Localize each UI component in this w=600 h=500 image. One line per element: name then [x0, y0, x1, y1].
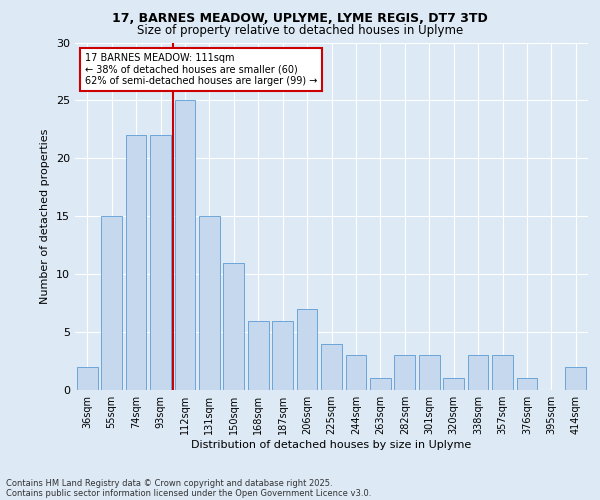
Bar — [199, 216, 220, 390]
Bar — [125, 135, 146, 390]
Bar — [175, 100, 196, 390]
Text: Contains HM Land Registry data © Crown copyright and database right 2025.: Contains HM Land Registry data © Crown c… — [6, 478, 332, 488]
Bar — [370, 378, 391, 390]
Bar — [272, 320, 293, 390]
Text: Size of property relative to detached houses in Uplyme: Size of property relative to detached ho… — [137, 24, 463, 37]
Bar — [346, 355, 367, 390]
Bar — [223, 262, 244, 390]
Bar — [394, 355, 415, 390]
Bar — [101, 216, 122, 390]
X-axis label: Distribution of detached houses by size in Uplyme: Distribution of detached houses by size … — [191, 440, 472, 450]
Text: 17 BARNES MEADOW: 111sqm
← 38% of detached houses are smaller (60)
62% of semi-d: 17 BARNES MEADOW: 111sqm ← 38% of detach… — [85, 53, 317, 86]
Bar — [467, 355, 488, 390]
Y-axis label: Number of detached properties: Number of detached properties — [40, 128, 50, 304]
Bar — [296, 309, 317, 390]
Bar — [565, 367, 586, 390]
Bar — [419, 355, 440, 390]
Bar — [443, 378, 464, 390]
Bar — [517, 378, 538, 390]
Bar — [321, 344, 342, 390]
Bar — [77, 367, 98, 390]
Text: Contains public sector information licensed under the Open Government Licence v3: Contains public sector information licen… — [6, 488, 371, 498]
Bar — [248, 320, 269, 390]
Bar — [150, 135, 171, 390]
Bar — [492, 355, 513, 390]
Text: 17, BARNES MEADOW, UPLYME, LYME REGIS, DT7 3TD: 17, BARNES MEADOW, UPLYME, LYME REGIS, D… — [112, 12, 488, 26]
